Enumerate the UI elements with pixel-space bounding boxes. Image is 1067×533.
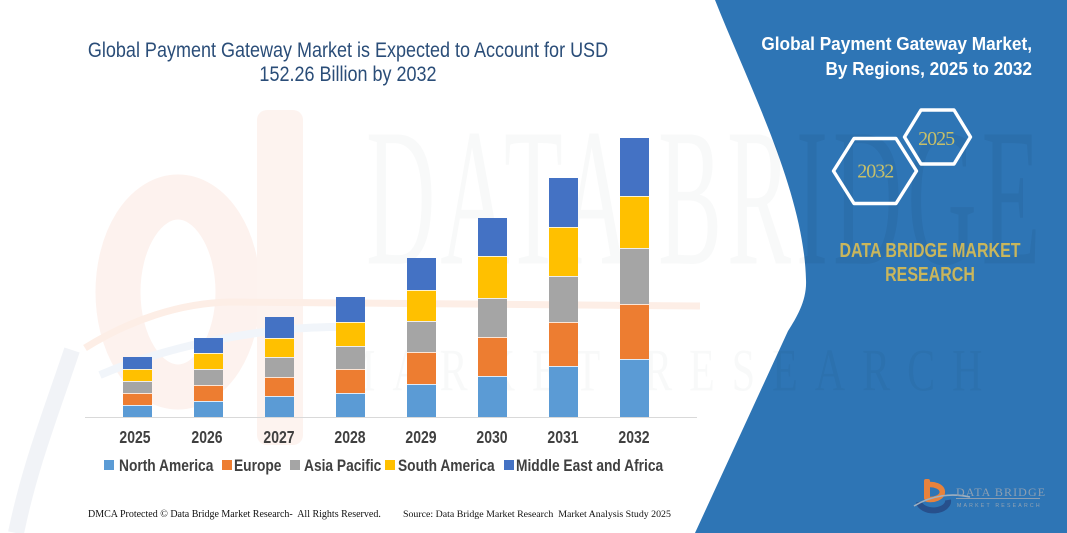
svg-text:DATA BRIDGE: DATA BRIDGE — [956, 485, 1046, 499]
svg-text:2025: 2025 — [918, 128, 955, 150]
svg-text:MARKET RESEARCH: MARKET RESEARCH — [957, 503, 1042, 509]
svg-text:2032: 2032 — [857, 161, 894, 183]
